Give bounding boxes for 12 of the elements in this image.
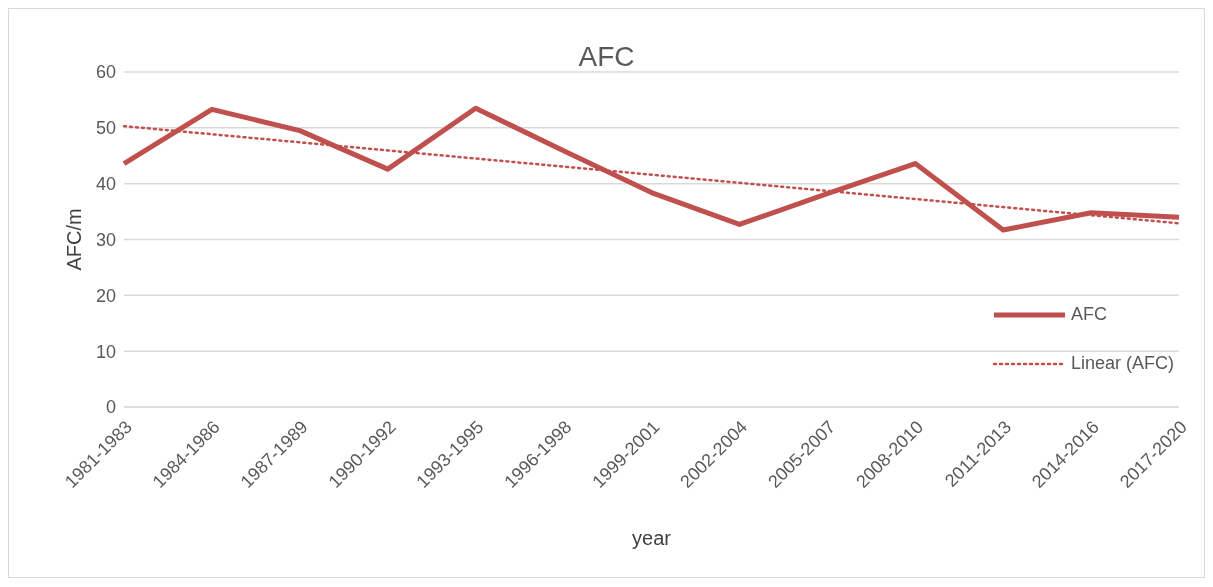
- y-tick-label: 60: [95, 62, 116, 83]
- x-axis-title: year: [632, 527, 672, 549]
- y-tick-label: 20: [95, 285, 116, 306]
- y-axis-title: AFC/m: [63, 208, 86, 271]
- y-tick-label: 50: [95, 118, 116, 139]
- chart-title: AFC: [578, 41, 635, 72]
- y-tick-label: 10: [95, 341, 116, 362]
- legend-label: Linear (AFC): [1070, 353, 1174, 374]
- y-tick-label: 40: [95, 174, 116, 195]
- legend-label: AFC: [1070, 304, 1107, 325]
- y-tick-label: 0: [105, 397, 116, 418]
- y-tick-label: 30: [95, 229, 116, 250]
